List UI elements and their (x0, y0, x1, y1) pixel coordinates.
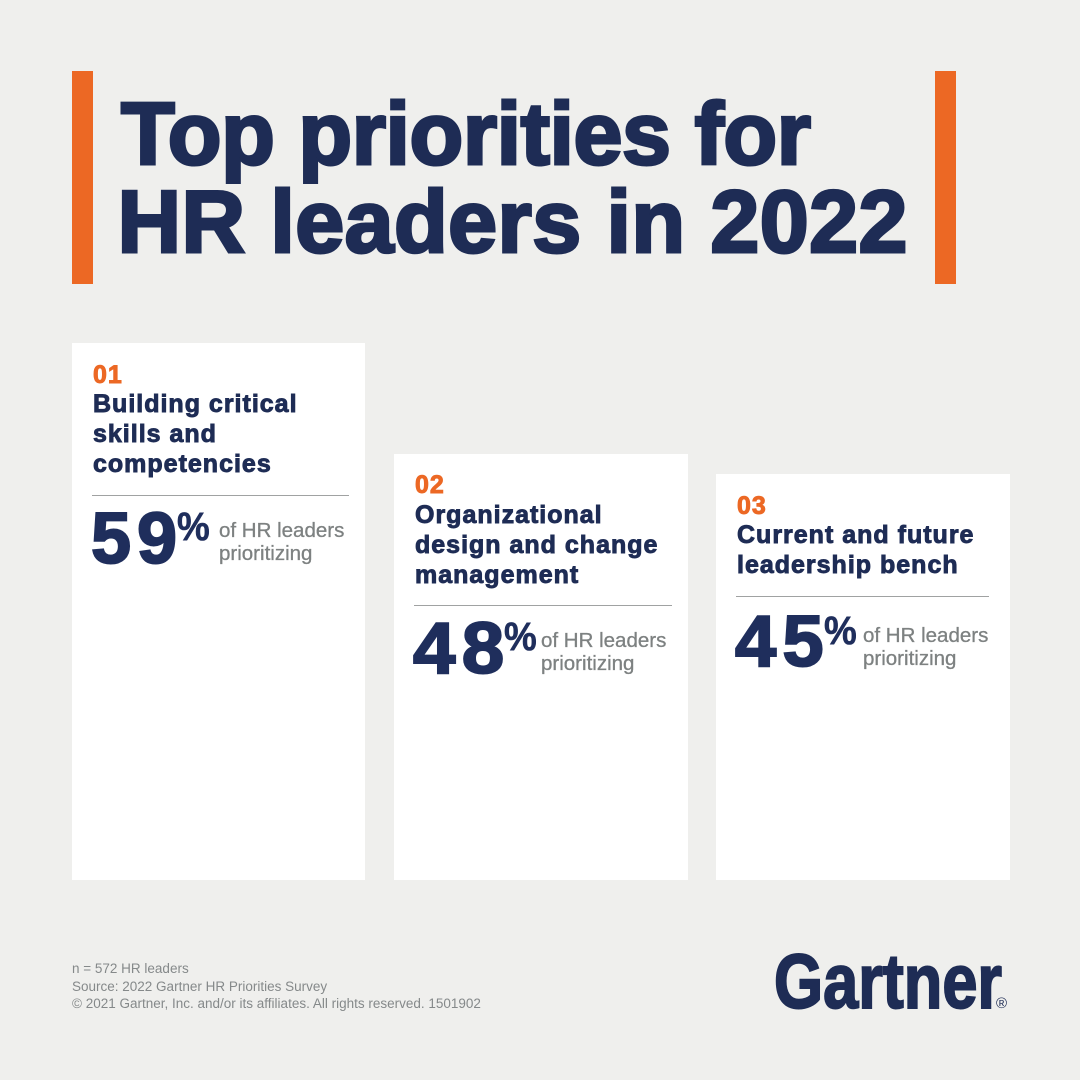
svg-text:Gartner: Gartner (774, 939, 1002, 1025)
svg-text:®: ® (996, 995, 1007, 1012)
svg-text:HR leaders in 2022: HR leaders in 2022 (118, 172, 908, 271)
svg-text:Top priorities for: Top priorities for (121, 84, 811, 183)
